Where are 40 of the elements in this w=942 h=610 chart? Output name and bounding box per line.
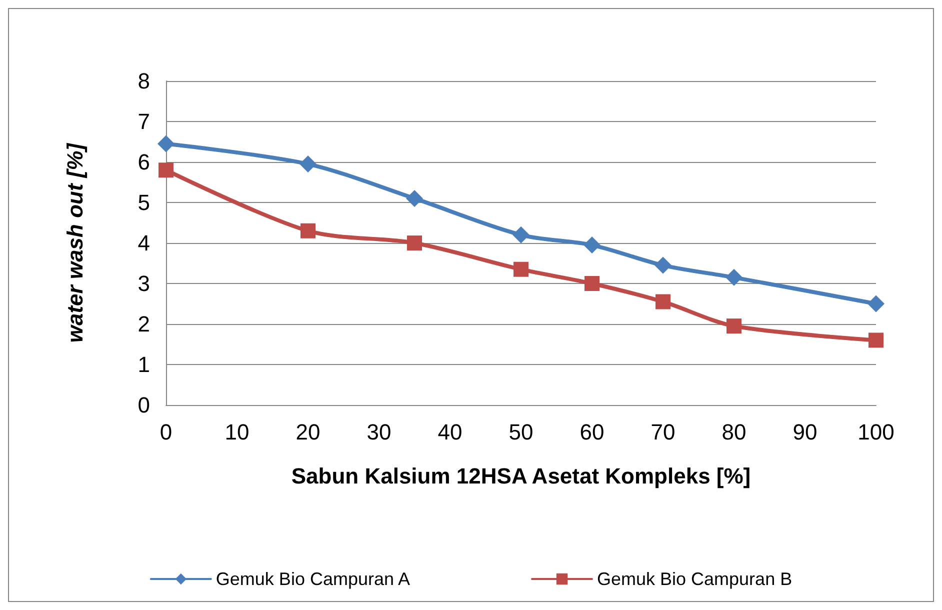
y-tick-label: 5 <box>138 190 150 215</box>
point <box>407 236 422 250</box>
x-tick-label: 90 <box>792 420 818 444</box>
x-tick-label: 20 <box>296 420 320 444</box>
point <box>514 262 528 277</box>
y-tick-label: 2 <box>138 312 150 336</box>
x-tick-label: 80 <box>722 420 746 444</box>
point <box>654 256 672 274</box>
x-tick-label: 70 <box>650 420 676 444</box>
y-tick-label: 4 <box>138 230 150 256</box>
point <box>726 318 742 334</box>
legend-label: Gemuk Bio Campuran A <box>216 569 410 589</box>
point <box>300 156 316 173</box>
point <box>158 135 174 152</box>
x-tick-label: 40 <box>438 420 462 444</box>
point <box>656 294 670 310</box>
x-tick-label: 50 <box>508 420 534 444</box>
y-tick-label: 0 <box>138 392 150 418</box>
x-tick-label: 0 <box>160 420 172 444</box>
y-axis-title: water wash out [%] <box>62 142 88 343</box>
y-tick-label: 7 <box>138 109 150 134</box>
x-tick-label: 60 <box>580 420 604 444</box>
point <box>868 295 884 312</box>
point <box>158 162 174 178</box>
point <box>868 332 884 348</box>
x-tick-label: 30 <box>366 420 392 444</box>
point <box>584 276 600 291</box>
x-tick-label: 100 <box>858 420 894 444</box>
x-axis-title: Sabun Kalsium 12HSA Asetat Kompleks [%] <box>291 464 751 488</box>
x-tick-label: 10 <box>224 420 250 444</box>
y-tick-label: 1 <box>138 352 150 377</box>
point <box>584 236 600 254</box>
y-tick-label: 3 <box>138 271 150 296</box>
point <box>300 223 316 238</box>
y-tick-label: 8 <box>138 68 150 94</box>
point <box>726 268 742 286</box>
point <box>406 190 423 207</box>
y-tick-label: 6 <box>138 150 150 174</box>
point <box>512 226 530 244</box>
legend-label: Gemuk Bio Campuran B <box>597 569 792 589</box>
